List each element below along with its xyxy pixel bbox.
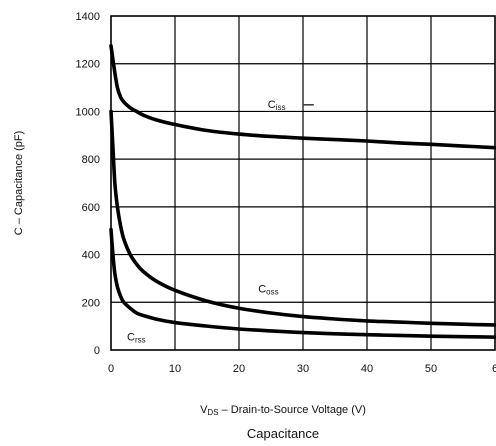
y-tick-label-0: 0: [94, 345, 100, 357]
x-tick-label-30: 30: [297, 363, 309, 375]
plot-frame: [110, 15, 496, 351]
x-tick-label-40: 40: [361, 363, 373, 375]
series-line-ciss: [109, 44, 496, 150]
series-line-coss: [109, 109, 496, 327]
y-tick-label-800: 800: [82, 154, 100, 166]
x-tick-label-10: 10: [169, 363, 181, 375]
y-axis-label: C – Capacitance (pF): [13, 131, 25, 236]
x-axis-label-rest: – Drain-to-Source Voltage (V): [219, 404, 366, 416]
x-axis-label-sub: DS: [207, 408, 218, 417]
y-tick-label-600: 600: [82, 202, 100, 214]
x-tick-label-20: 20: [233, 363, 245, 375]
curve-label-ciss: Ciss: [268, 99, 286, 112]
x-axis-label-main: V: [200, 404, 208, 416]
curve-labels: Ciss Coss Crss: [127, 99, 314, 344]
x-axis-label: VDS – Drain-to-Source Voltage (V): [200, 404, 366, 417]
x-tick-label-50: 50: [425, 363, 437, 375]
curve-label-coss: Coss: [258, 284, 278, 297]
curve-label-crss: Crss: [127, 331, 146, 344]
y-tick-label-400: 400: [82, 250, 100, 262]
x-tick-label-60: 6: [492, 363, 496, 375]
y-tick-label-1000: 1000: [76, 106, 100, 118]
x-tick-label-0: 0: [108, 363, 114, 375]
series-line-crss: [109, 227, 496, 339]
curve-layer: [109, 44, 496, 339]
y-tick-label-1400: 1400: [76, 11, 100, 23]
grid-lines: [111, 16, 495, 350]
y-tick-label-1200: 1200: [76, 59, 100, 71]
y-tick-label-200: 200: [82, 297, 100, 309]
chart-title: Capacitance: [247, 426, 319, 441]
